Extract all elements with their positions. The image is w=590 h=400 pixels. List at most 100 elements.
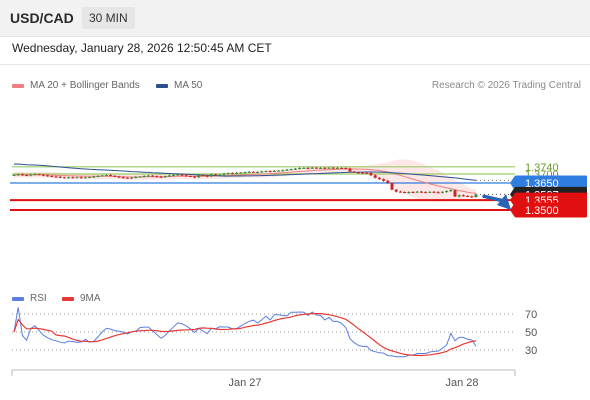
candle-body bbox=[445, 191, 449, 193]
level-badge-pointer bbox=[510, 202, 515, 218]
candle-body bbox=[247, 171, 251, 173]
candle-body bbox=[373, 175, 377, 178]
candle-body bbox=[62, 177, 66, 179]
candle-body bbox=[365, 172, 369, 174]
candle-body bbox=[277, 170, 281, 172]
candle-body bbox=[272, 170, 276, 172]
rsi-ma-swatch bbox=[62, 296, 74, 301]
level-badge-1.3500 bbox=[515, 202, 587, 218]
candle-body bbox=[319, 167, 323, 169]
candle-body bbox=[172, 174, 176, 176]
candle-body bbox=[197, 175, 201, 178]
level-badge-text-1.3500: 1.3500 bbox=[525, 205, 559, 217]
candle-body bbox=[159, 176, 163, 178]
candle-body bbox=[25, 175, 29, 177]
candle-body bbox=[176, 174, 180, 176]
candle-body bbox=[440, 191, 444, 193]
credit-text: Research © 2026 Trading Central bbox=[431, 80, 581, 91]
candle-body bbox=[424, 192, 428, 194]
ma20-line bbox=[13, 168, 477, 194]
candle-body bbox=[419, 191, 423, 193]
legend-ma50-label: MA 50 bbox=[174, 80, 203, 91]
ma20-swatch bbox=[12, 83, 24, 88]
timeframe-button[interactable]: 30 MIN bbox=[82, 7, 135, 29]
candle-body bbox=[306, 167, 310, 169]
ma50-line bbox=[13, 163, 477, 181]
candle-body bbox=[281, 170, 285, 172]
level-badge-pointer bbox=[510, 192, 515, 208]
candle-body bbox=[335, 167, 339, 169]
candle-body bbox=[348, 168, 352, 172]
candle-body bbox=[222, 173, 226, 175]
candle-body bbox=[361, 172, 365, 174]
candle-body bbox=[88, 177, 92, 179]
candle-body bbox=[474, 194, 478, 198]
candle-body bbox=[386, 180, 390, 183]
candle-body bbox=[352, 171, 356, 173]
candle-body bbox=[33, 174, 37, 176]
candle-body bbox=[382, 179, 386, 181]
candle-body bbox=[163, 176, 167, 178]
rsi-level-label-50: 50 bbox=[525, 327, 537, 339]
candle-body bbox=[184, 175, 188, 177]
candle-body bbox=[214, 174, 218, 176]
candle-body bbox=[201, 175, 205, 177]
candle-body bbox=[134, 177, 138, 179]
candle-body bbox=[260, 171, 264, 173]
candle-body bbox=[310, 167, 314, 169]
candle-body bbox=[125, 177, 129, 179]
candle-body bbox=[407, 192, 411, 193]
candle-body bbox=[428, 191, 432, 193]
candle-body bbox=[264, 171, 268, 173]
level-label-1.3740: 1.3740 bbox=[525, 162, 559, 174]
candle-body bbox=[104, 175, 108, 177]
candle-body bbox=[235, 172, 239, 174]
candle-body bbox=[436, 192, 440, 194]
x-tick-label-0: Jan 27 bbox=[228, 377, 261, 389]
candle-body bbox=[180, 174, 184, 176]
candle-body bbox=[46, 175, 50, 177]
forecast-arrow-head bbox=[497, 194, 511, 210]
candle-body bbox=[113, 175, 117, 177]
candle-body bbox=[415, 191, 419, 193]
candle-body bbox=[121, 177, 125, 179]
candle-body bbox=[331, 167, 335, 169]
candle-body bbox=[398, 191, 402, 193]
candle-body bbox=[16, 174, 20, 176]
candle-body bbox=[432, 191, 436, 193]
candle-body bbox=[96, 175, 100, 177]
ma50-swatch bbox=[156, 83, 168, 88]
candle-body bbox=[394, 189, 398, 192]
candle-body bbox=[256, 172, 260, 174]
candle-body bbox=[461, 195, 465, 197]
header-bar: USD/CAD 30 MIN bbox=[0, 0, 590, 37]
candle-body bbox=[20, 174, 24, 176]
candle-body bbox=[83, 177, 87, 179]
rsi-ma-line bbox=[13, 313, 477, 357]
candle-body bbox=[390, 183, 394, 190]
candle-body bbox=[209, 174, 213, 177]
legend-ma20-label: MA 20 + Bollinger Bands bbox=[30, 80, 140, 91]
candle-body bbox=[167, 175, 171, 177]
candle-body bbox=[54, 176, 58, 178]
symbol-label[interactable]: USD/CAD bbox=[10, 10, 74, 26]
candle-body bbox=[239, 172, 243, 174]
candle-body bbox=[146, 175, 150, 177]
rsi-level-label-70: 70 bbox=[525, 309, 537, 321]
legend-rsi-ma-label: 9MA bbox=[80, 293, 101, 304]
rsi-level-label-30: 30 bbox=[525, 345, 537, 357]
legend-rsi: RSI bbox=[12, 293, 47, 304]
candle-body bbox=[323, 167, 327, 169]
candle-body bbox=[67, 177, 71, 179]
candle-body bbox=[230, 173, 234, 175]
candle-body bbox=[92, 176, 96, 178]
candle-body bbox=[193, 176, 197, 178]
candle-body bbox=[12, 174, 16, 176]
candle-body bbox=[218, 174, 222, 176]
level-badge-pointer bbox=[510, 175, 515, 191]
x-tick-label-1: Jan 28 bbox=[445, 377, 478, 389]
candle-body bbox=[155, 176, 159, 178]
candle-body bbox=[71, 177, 75, 179]
forecast-arrow-shaft bbox=[482, 194, 506, 203]
